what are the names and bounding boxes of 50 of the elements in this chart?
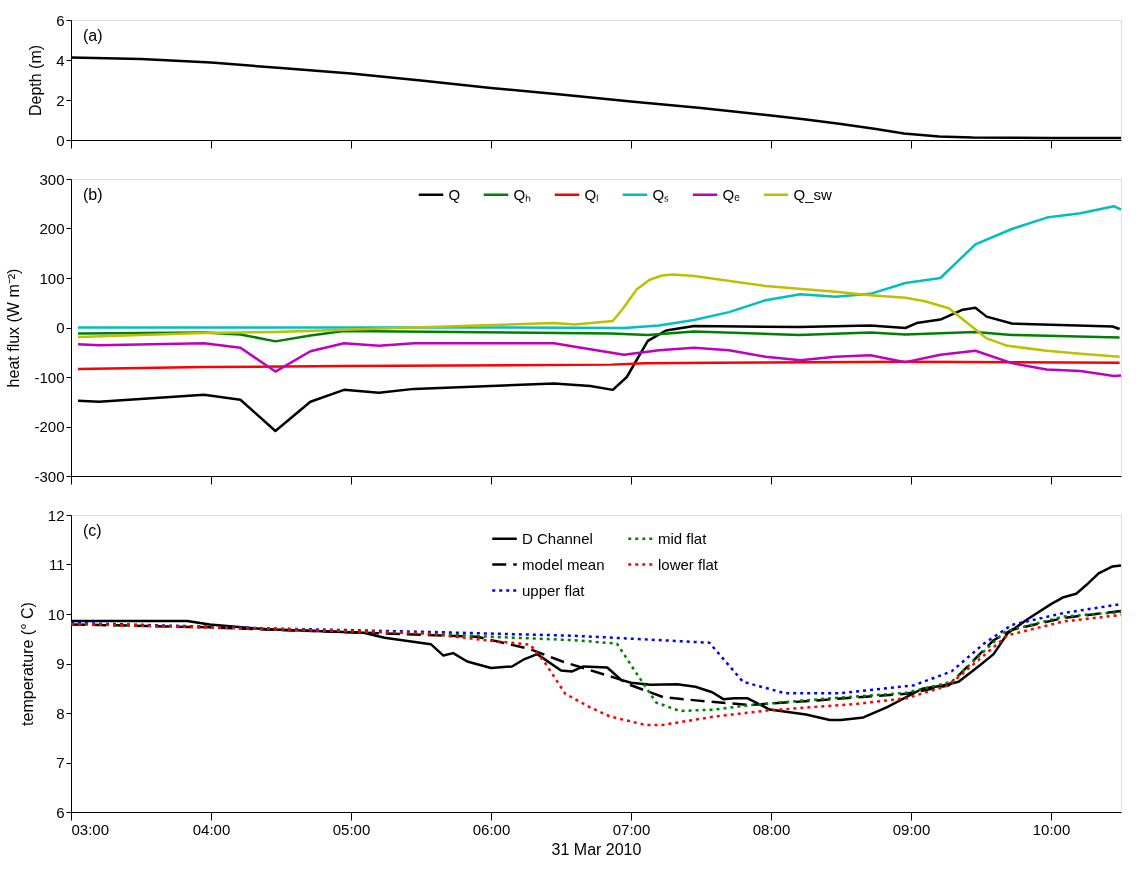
x-tick-label: 06:00 [472, 820, 511, 838]
y-axis-title: temperature (° C) [18, 602, 36, 726]
legend-label: Q [448, 185, 461, 203]
line-series [76, 342, 1123, 378]
y-tick-label: -200 [34, 418, 65, 435]
y-tick-label: 2 [56, 91, 65, 109]
y-tick-label: 12 [47, 506, 65, 524]
y-tick-label: 300 [39, 170, 65, 188]
legend-label: Qₕ [513, 185, 532, 203]
y-tick-label: 6 [56, 803, 65, 821]
line-series [76, 329, 1121, 343]
y-axis-title: heat flux (W m⁻²) [5, 268, 23, 388]
legend-label: Q_sw [793, 185, 833, 203]
legend-label: mid flat [658, 529, 708, 547]
y-tick-label: 4 [56, 51, 65, 69]
x-tick-label: 10:00 [1032, 820, 1071, 838]
annotation: (c) [83, 522, 102, 539]
y-tick-label: 0 [56, 131, 65, 149]
y-tick-label: 8 [56, 704, 65, 722]
y-tick-label: -300 [34, 467, 65, 485]
line-series [76, 306, 1121, 433]
legend-label: Qₗ [584, 185, 600, 203]
legend-label: upper flat [522, 581, 586, 599]
legend-label: D Channel [522, 529, 593, 547]
y-tick-label: -100 [34, 368, 65, 386]
line-series [76, 360, 1121, 371]
y-tick-label: 6 [56, 11, 65, 29]
legend-label: Qₛ [652, 185, 670, 203]
x-tick-label: 05:00 [332, 820, 371, 838]
annotation: (a) [83, 27, 103, 44]
line-series [76, 273, 1121, 358]
y-tick-label: 200 [39, 220, 65, 237]
x-axis-title: 31 Mar 2010 [551, 840, 642, 858]
annotation: (b) [83, 186, 103, 203]
legend-label: Qₑ [722, 185, 741, 203]
y-tick-label: 9 [56, 655, 65, 672]
y-tick-label: 11 [48, 556, 65, 573]
y-axis-title: Depth (m) [27, 44, 45, 117]
legend-label: model mean [522, 555, 605, 573]
y-tick-label: 10 [47, 605, 65, 623]
x-tick-label: 09:00 [892, 820, 931, 838]
legend-label: lower flat [658, 555, 719, 573]
y-tick-label: 100 [39, 269, 65, 287]
x-tick-label: 04:00 [192, 820, 231, 838]
x-tick-label: 03:00 [71, 820, 110, 838]
y-tick-label: 7 [56, 754, 65, 771]
x-tick-label: 07:00 [612, 820, 651, 838]
x-tick-label: 08:00 [752, 820, 791, 838]
line-series [76, 204, 1123, 330]
y-tick-label: 0 [56, 319, 65, 336]
